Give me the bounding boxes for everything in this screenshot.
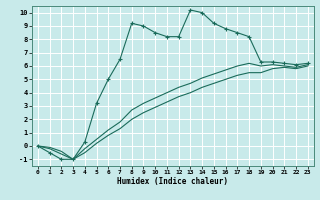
X-axis label: Humidex (Indice chaleur): Humidex (Indice chaleur) xyxy=(117,177,228,186)
